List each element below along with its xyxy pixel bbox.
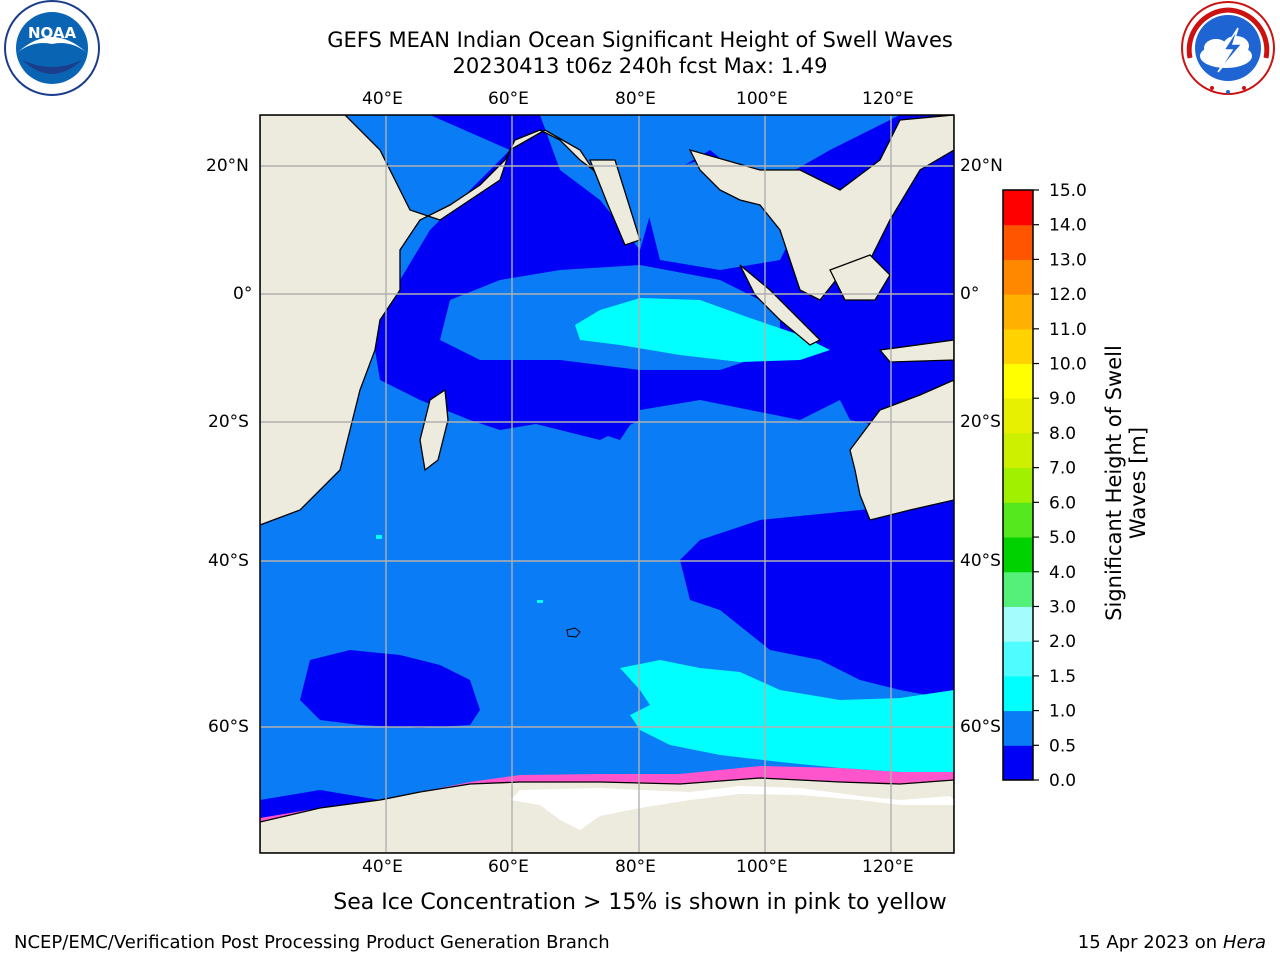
lon-label-top-40e: 40°E (362, 89, 403, 109)
madagascar (419, 388, 449, 472)
colorbar-segment (1003, 502, 1033, 538)
noaa-logo: NOAA (4, 0, 100, 96)
kerguelen-island (566, 627, 581, 638)
lon-label-top-120e: 120°E (862, 89, 914, 109)
lon-label-top-100e: 100°E (736, 89, 788, 109)
sea-ice-caption: Sea Ice Concentration > 15% is shown in … (333, 890, 947, 915)
colorbar-segment (1003, 537, 1033, 573)
colorbar-tick-label: 10.0 (1049, 355, 1087, 375)
lat-label-left-20n: 20°N (206, 156, 249, 176)
nws-logo (1181, 1, 1275, 95)
colorbar-segment (1003, 710, 1033, 746)
colorbar-frame (1002, 189, 1034, 781)
graticule (260, 115, 954, 853)
borneo (829, 254, 891, 301)
colorbar-segment (1003, 432, 1033, 469)
lon-label-bottom-60e: 60°E (488, 857, 529, 877)
colorbar-tick-label: 5.0 (1049, 528, 1076, 548)
lat-label-right-20n: 20°N (960, 156, 1003, 176)
lat-label-left-0: 0° (233, 284, 253, 304)
colorbar-tick-label: 1.0 (1049, 702, 1076, 722)
lon-label-top-60e: 60°E (488, 89, 529, 109)
colorbar-tick-label: 0.0 (1049, 771, 1076, 791)
colorbar-segment (1003, 190, 1033, 226)
colorbar-segment (1003, 294, 1033, 330)
colorbar-segment (1003, 675, 1033, 712)
colorbar-tick-label: 6.0 (1049, 493, 1076, 513)
title-line2: 20230413 t06z 240h fcst Max: 1.49 (452, 54, 828, 78)
colorbar-tick-label: 0.5 (1049, 736, 1076, 756)
lon-label-top-80e: 80°E (615, 89, 656, 109)
colorbar-tick-label: 13.0 (1049, 250, 1087, 270)
colorbar-segment (1003, 224, 1033, 260)
colorbar-segment (1003, 745, 1033, 781)
colorbar-tick-label: 1.5 (1049, 667, 1076, 687)
australia (849, 379, 954, 521)
lon-label-bottom-40e: 40°E (362, 857, 403, 877)
noaa-logo-text: NOAA (28, 24, 77, 42)
lon-label-bottom-80e: 80°E (615, 857, 656, 877)
colorbar-segment (1003, 398, 1033, 434)
colorbar-label: Significant Height of Swell Waves [m] (1102, 345, 1150, 621)
colorbar-tick-label: 7.0 (1049, 459, 1076, 479)
lat-label-right-0: 0° (960, 284, 980, 304)
colorbar-tick-label: 9.0 (1049, 389, 1076, 409)
colorbar-segment (1003, 328, 1033, 365)
india (589, 159, 641, 246)
antarctica (260, 777, 954, 853)
lon-label-bottom-100e: 100°E (736, 857, 788, 877)
java-islands (878, 339, 954, 363)
title-line1: GEFS MEAN Indian Ocean Significant Heigh… (327, 28, 953, 52)
colorbar-tick-label: 15.0 (1049, 181, 1087, 201)
colorbar-tick-label: 8.0 (1049, 424, 1076, 444)
map-title: GEFS MEAN Indian Ocean Significant Heigh… (0, 27, 1280, 79)
sumatra (739, 264, 822, 346)
colorbar-tick-label: 4.0 (1049, 563, 1076, 583)
colorbar-tick-label: 12.0 (1049, 285, 1087, 305)
lat-label-right-60s: 60°S (960, 717, 1001, 737)
colorbar-segment (1003, 259, 1033, 295)
footer-host: Hera (1222, 932, 1266, 953)
colorbar-tick-label: 3.0 (1049, 597, 1076, 617)
map-area (260, 115, 954, 853)
footer-credit: NCEP/EMC/Verification Post Processing Pr… (14, 932, 610, 953)
lat-label-right-20s: 20°S (960, 412, 1001, 432)
lat-label-left-20s: 20°S (208, 412, 249, 432)
colorbar-tick-label: 11.0 (1049, 320, 1087, 340)
lat-label-left-40s: 40°S (208, 551, 249, 571)
africa-arabia (260, 115, 641, 526)
colorbar-tick-label: 14.0 (1049, 216, 1087, 236)
lat-label-right-40s: 40°S (960, 551, 1001, 571)
footer-date: 15 Apr 2023 on Hera (1078, 932, 1266, 953)
land-masses (260, 115, 954, 853)
map-frame (259, 114, 955, 854)
colorbar-tick-label: 2.0 (1049, 632, 1076, 652)
colorbar-segment (1003, 571, 1033, 607)
lat-label-left-60s: 60°S (208, 717, 249, 737)
colorbar-segment (1003, 363, 1033, 399)
colorbar-segment (1003, 606, 1033, 642)
colorbar-segment (1003, 641, 1033, 677)
lon-label-bottom-120e: 120°E (862, 857, 914, 877)
colorbar: 0.0 0.5 1.0 1.5 2.0 3.0 4.0 5.0 6.0 7.0 8.0 9.0 10.0… (1002, 181, 1087, 791)
ice-shelf (510, 786, 954, 830)
colorbar-segment (1003, 467, 1033, 503)
footer-date-text: 15 Apr 2023 on (1077, 932, 1223, 953)
